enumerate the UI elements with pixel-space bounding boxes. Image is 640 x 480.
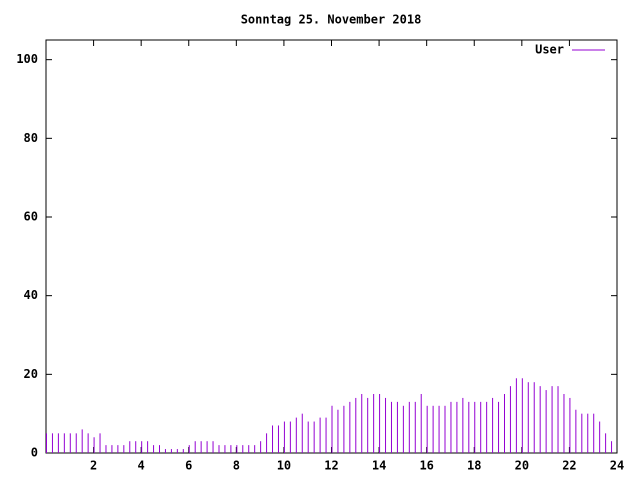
x-tick-label: 24 <box>610 459 624 473</box>
x-tick-label: 22 <box>562 459 576 473</box>
x-tick-label: 6 <box>185 459 192 473</box>
y-tick-label: 60 <box>24 210 38 224</box>
x-tick-label: 14 <box>372 459 386 473</box>
y-tick-label: 100 <box>16 52 38 66</box>
y-tick-label: 80 <box>24 131 38 145</box>
x-tick-label: 12 <box>324 459 338 473</box>
y-tick-label: 40 <box>24 288 38 302</box>
x-tick-label: 10 <box>277 459 291 473</box>
x-tick-label: 4 <box>138 459 145 473</box>
x-tick-label: 2 <box>90 459 97 473</box>
x-tick-label: 18 <box>467 459 481 473</box>
plot-frame <box>45 39 618 454</box>
chart-title: Sonntag 25. November 2018 <box>241 13 422 27</box>
y-tick-label: 0 <box>31 446 38 460</box>
x-tick-label: 8 <box>233 459 240 473</box>
x-tick-label: 20 <box>515 459 529 473</box>
x-tick-label: 16 <box>419 459 433 473</box>
legend-label: User <box>535 43 564 57</box>
y-tick-label: 20 <box>24 367 38 381</box>
